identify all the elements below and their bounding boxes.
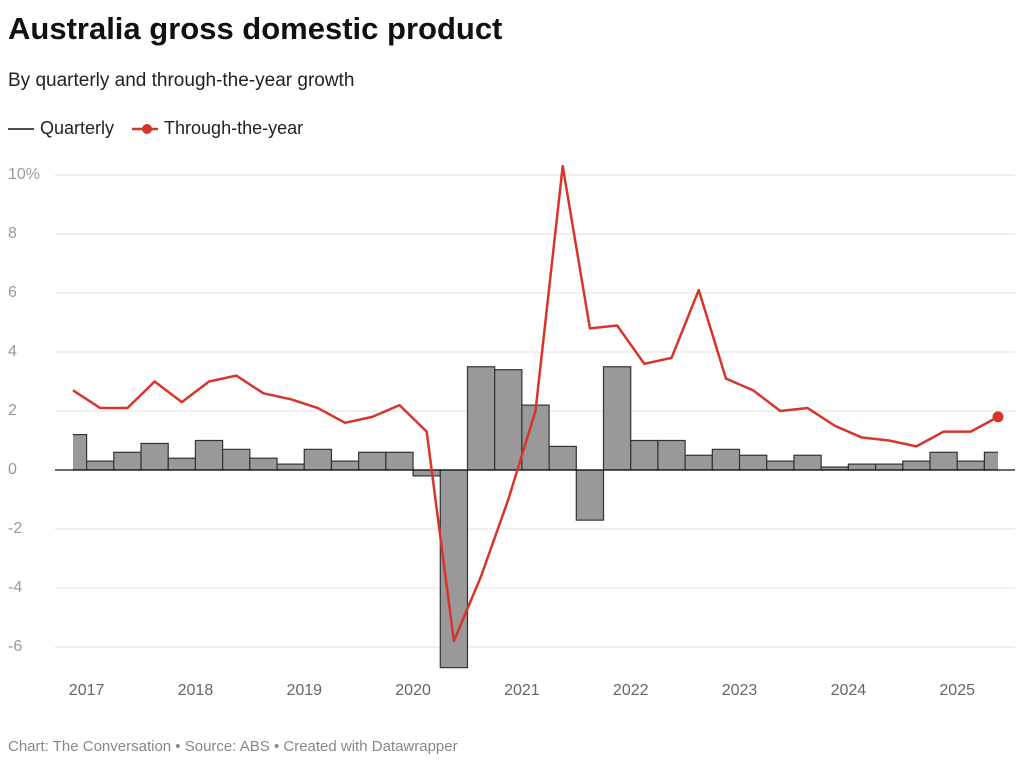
x-tick-label: 2020 bbox=[395, 682, 431, 699]
y-tick-label: -4 bbox=[8, 579, 22, 596]
bar bbox=[385, 451, 414, 471]
bar bbox=[956, 460, 985, 471]
line bbox=[72, 164, 999, 643]
x-tick-label: 2019 bbox=[286, 682, 322, 699]
chart-title: Australia gross domestic product bbox=[8, 11, 502, 46]
y-tick-label: 2 bbox=[8, 402, 17, 419]
y-tick-label: -6 bbox=[8, 638, 22, 655]
bar bbox=[167, 457, 197, 471]
y-tick-label: 8 bbox=[8, 225, 17, 242]
bar bbox=[73, 434, 88, 471]
bar bbox=[793, 454, 822, 471]
bar bbox=[249, 457, 278, 471]
x-tick-label: 2022 bbox=[613, 682, 649, 699]
bar bbox=[711, 448, 741, 471]
bar bbox=[929, 451, 958, 471]
bar bbox=[874, 463, 904, 471]
bar bbox=[602, 366, 632, 471]
bar bbox=[303, 448, 333, 471]
bar bbox=[684, 454, 713, 471]
bar bbox=[902, 460, 931, 471]
bar bbox=[657, 439, 686, 471]
y-tick-label: 6 bbox=[8, 284, 17, 301]
bar bbox=[466, 366, 496, 471]
bar bbox=[222, 448, 251, 471]
bar bbox=[86, 460, 115, 471]
x-tick-label: 2018 bbox=[178, 682, 214, 699]
bar bbox=[494, 369, 523, 471]
x-tick-label: 2021 bbox=[504, 682, 540, 699]
footer: Chart: The Conversation • Source: ABS • … bbox=[8, 738, 458, 755]
bar bbox=[983, 451, 998, 471]
chart-subtitle: By quarterly and through-the-year growth bbox=[8, 70, 354, 91]
x-tick-label: 2023 bbox=[722, 682, 758, 699]
y-tick-label: 10% bbox=[8, 166, 40, 183]
legend-label: Through-the-year bbox=[164, 118, 303, 138]
bar bbox=[140, 442, 169, 471]
x-tick-label: 2024 bbox=[831, 682, 867, 699]
bar bbox=[766, 460, 795, 471]
end-dot bbox=[992, 411, 1004, 423]
x-tick-label: 2017 bbox=[69, 682, 105, 699]
bar bbox=[847, 463, 877, 471]
bar bbox=[412, 469, 441, 477]
bar bbox=[330, 460, 360, 471]
legend-label: Quarterly bbox=[40, 118, 114, 138]
legend: Quarterly Through-the-year bbox=[8, 118, 303, 138]
y-tick-label: 4 bbox=[8, 343, 17, 360]
legend-dot bbox=[142, 124, 153, 134]
bar bbox=[194, 439, 224, 471]
y-tick-label: 0 bbox=[8, 461, 17, 478]
bar bbox=[548, 445, 577, 471]
x-tick-label: 2025 bbox=[939, 682, 975, 699]
bar bbox=[276, 463, 305, 471]
bar bbox=[738, 454, 768, 471]
bar bbox=[113, 451, 142, 471]
bar bbox=[575, 469, 605, 521]
y-tick-label: -2 bbox=[8, 520, 22, 537]
bar bbox=[630, 439, 659, 471]
bar bbox=[358, 451, 387, 471]
